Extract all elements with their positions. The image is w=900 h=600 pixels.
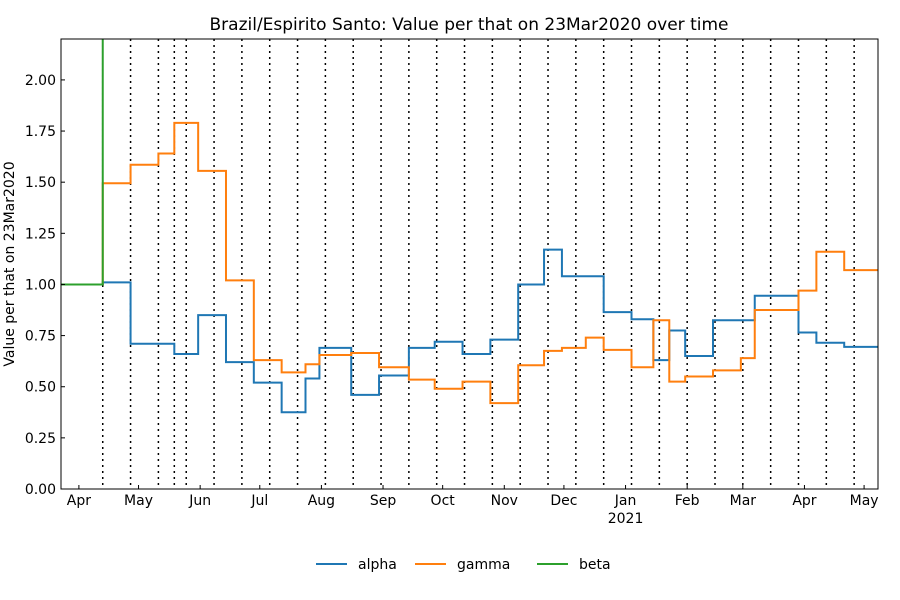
series-line-gamma — [61, 121, 878, 405]
series-line-beta — [61, 39, 104, 286]
x-tick-label: Oct — [431, 493, 456, 509]
plot-frame — [60, 38, 879, 490]
legend-label-gamma: gamma — [457, 557, 510, 573]
y-axis-ticks: 0.00 0.25 0.50 0.75 1.00 1.25 1.50 1.75 2.00 — [25, 73, 65, 498]
x-tick-label: Sep — [370, 493, 397, 509]
x-tick-label: Jun — [188, 493, 211, 509]
legend: alpha gamma beta — [316, 557, 611, 573]
y-tick-label: 1.25 — [25, 226, 56, 242]
x-tick-year-label: 2021 — [608, 511, 644, 527]
y-tick-label: 0.25 — [25, 431, 56, 447]
x-tick-label: Feb — [675, 493, 700, 509]
x-tick-label: Nov — [491, 493, 518, 509]
x-tick-label: Mar — [730, 493, 757, 509]
legend-label-beta: beta — [579, 557, 611, 573]
y-tick-label: 1.50 — [25, 175, 56, 191]
x-tick-label: Jul — [250, 493, 268, 509]
x-tick-label: Jan — [614, 493, 637, 509]
x-tick-label: Apr — [67, 493, 91, 509]
x-tick-label: Apr — [792, 493, 816, 509]
vertical-reference-lines — [101, 39, 855, 489]
x-tick-label: May — [850, 493, 879, 509]
x-axis-ticks: Apr May Jun Jul Aug Sep Oct Nov Dec Jan 2021 Feb Mar… — [67, 485, 879, 527]
series-line-alpha — [61, 248, 878, 414]
y-tick-label: 0.00 — [25, 482, 56, 498]
y-tick-label: 0.50 — [25, 380, 56, 396]
y-tick-label: 1.75 — [25, 124, 56, 140]
chart-title: Brazil/Espirito Santo: Value per that on… — [210, 15, 729, 35]
y-tick-label: 0.75 — [25, 329, 56, 345]
y-tick-label: 1.00 — [25, 277, 56, 293]
legend-label-alpha: alpha — [358, 557, 397, 573]
x-tick-label: Dec — [550, 493, 577, 509]
y-tick-label: 2.00 — [25, 73, 56, 89]
x-tick-label: May — [124, 493, 153, 509]
x-tick-label: Aug — [308, 493, 335, 509]
series-lines — [61, 39, 878, 414]
y-axis-label: Value per that on 23Mar2020 — [2, 161, 18, 366]
